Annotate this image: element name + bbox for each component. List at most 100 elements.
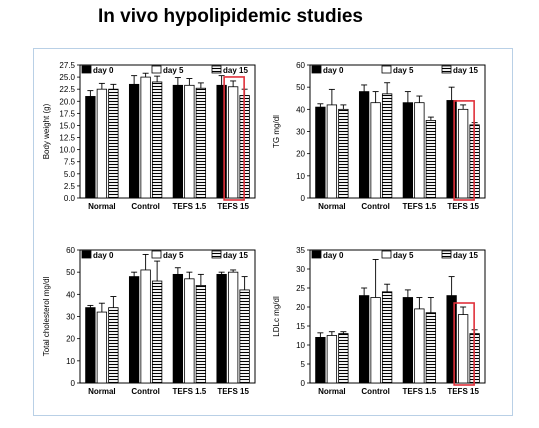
x-tick-label: Normal [88, 387, 116, 396]
slide-title: In vivo hypolipidemic studies [98, 6, 363, 27]
highlight-box [453, 302, 475, 386]
bar [358, 91, 370, 199]
bar [227, 271, 239, 384]
bar [370, 297, 381, 384]
y-tick-label: 10.0 [59, 146, 75, 155]
bar [85, 307, 96, 384]
bar [140, 269, 151, 384]
legend-swatch [441, 65, 452, 74]
bar [195, 285, 207, 384]
y-axis-label: Body weight (g) [42, 103, 51, 159]
y-tick-label: 15 [296, 322, 305, 331]
bar [216, 84, 227, 199]
x-tick-label: TEFS 1.5 [172, 387, 206, 396]
legend-swatch [381, 65, 392, 74]
legend-swatch [151, 65, 162, 74]
bar [172, 84, 184, 199]
x-tick-label: TEFS 1.5 [402, 387, 436, 396]
tg-chart: 0 10 20 30 40 50 60 TG mg/dl Normal Control TEFS 1… [272, 61, 486, 211]
bar [239, 289, 250, 384]
y-tick-label: 40 [66, 290, 75, 299]
bar [425, 312, 437, 384]
legend-label: day 15 [223, 251, 248, 260]
y-tick-label: 27.5 [59, 61, 75, 70]
x-tick-label: Control [361, 202, 389, 211]
legend-label: day 15 [453, 66, 478, 75]
y-tick-label: 20.0 [59, 97, 75, 106]
x-tick-label: Normal [318, 202, 346, 211]
plot-frame [79, 64, 256, 199]
x-tick-label: Control [361, 387, 389, 396]
x-tick-label: Control [131, 387, 159, 396]
legend-label: day 5 [393, 251, 414, 260]
bar [414, 102, 425, 199]
x-tick-label: TEFS 1.5 [402, 202, 436, 211]
x-tick-label: TEFS 1.5 [172, 202, 206, 211]
bar [358, 295, 370, 384]
legend-label: day 15 [453, 251, 478, 260]
bar [457, 314, 469, 384]
y-tick-label: 20 [296, 303, 305, 312]
bar [446, 295, 457, 384]
total-cholesterol-chart: 0 10 20 30 40 50 60 Total cholesterol mg/dl Norm… [42, 246, 256, 396]
legend-swatch [81, 250, 92, 259]
x-tick-label: TEFS 15 [447, 202, 479, 211]
y-tick-label: 5.0 [64, 170, 76, 179]
legend-label: day 0 [93, 66, 114, 75]
bar [457, 108, 469, 199]
bar [96, 88, 108, 199]
bar [338, 333, 349, 384]
y-tick-label: 0 [301, 379, 306, 388]
y-tick-label: 22.5 [59, 85, 75, 94]
y-tick-label: 10 [296, 341, 305, 350]
y-tick-label: 60 [296, 61, 305, 70]
bar [140, 76, 151, 199]
legend-label: day 5 [163, 66, 184, 75]
legend-swatch [441, 250, 452, 259]
y-tick-label: 0.0 [64, 194, 76, 203]
legend-label: day 5 [163, 251, 184, 260]
y-tick-label: 25.0 [59, 73, 75, 82]
legend-swatch [311, 250, 322, 259]
y-tick-label: 30 [66, 313, 75, 322]
highlight-box [453, 100, 475, 201]
legend-swatch [151, 250, 162, 259]
y-axis-label: TG mg/dl [272, 115, 281, 148]
bar [402, 297, 414, 384]
bar [446, 100, 457, 199]
bar [326, 104, 338, 199]
legend-swatch [211, 250, 222, 259]
legend-label: day 5 [393, 66, 414, 75]
bar [85, 96, 96, 199]
bar [414, 308, 425, 384]
ldlc-chart: 0 5 10 15 20 25 30 35 LDLc mg/dl Normal Control TEF… [272, 246, 486, 396]
y-tick-label: 15.0 [59, 121, 75, 130]
bar [151, 81, 163, 199]
y-tick-label: 0 [301, 194, 306, 203]
bar [326, 335, 338, 384]
y-tick-label: 50 [296, 83, 305, 92]
bar [184, 278, 195, 384]
y-tick-label: 0 [71, 379, 76, 388]
bar [402, 102, 414, 199]
y-tick-label: 60 [66, 246, 75, 255]
legend-label: day 0 [323, 251, 344, 260]
x-tick-label: TEFS 15 [447, 387, 479, 396]
bar [216, 273, 227, 384]
bar [315, 337, 326, 384]
bar [425, 120, 437, 199]
bar [370, 102, 381, 199]
bar [108, 88, 119, 199]
x-tick-label: Normal [318, 387, 346, 396]
y-tick-label: 30 [296, 265, 305, 274]
legend-label: day 15 [223, 66, 248, 75]
legend-label: day 0 [323, 66, 344, 75]
y-tick-label: 20 [66, 335, 75, 344]
bar [315, 106, 326, 199]
bar [381, 291, 393, 384]
y-tick-label: 35 [296, 246, 305, 255]
legend-swatch [311, 65, 322, 74]
bar [195, 87, 207, 199]
y-tick-label: 7.5 [64, 158, 76, 167]
y-tick-label: 40 [296, 105, 305, 114]
